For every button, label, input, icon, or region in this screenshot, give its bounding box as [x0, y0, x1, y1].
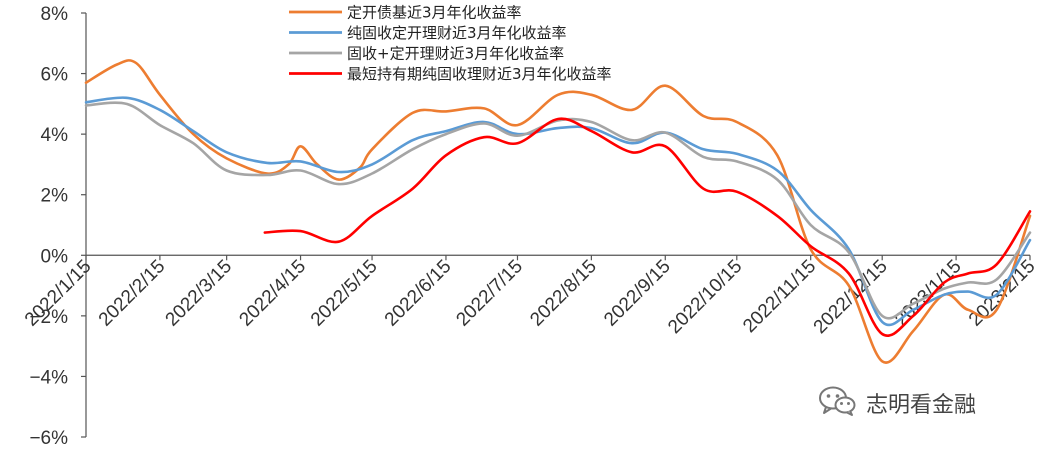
y-tick-label: 0%: [41, 246, 69, 267]
x-tick-label: 2022/8/15: [526, 256, 601, 331]
legend-label: 固收+定开理财近3月年化收益率: [347, 45, 564, 63]
y-tick-label: −4%: [29, 367, 68, 388]
series-line-3: [84, 101, 1032, 320]
x-tick-label: 2022/5/15: [307, 256, 382, 331]
watermark-text: 志明看金融: [866, 393, 977, 418]
wechat-icon: [818, 385, 858, 421]
legend-label: 定开债基近3月年化收益率: [347, 4, 522, 22]
series-line-4: [263, 117, 1032, 337]
x-tick-label: 2022/10/15: [664, 256, 746, 338]
legend-label: 最短持有期纯固收理财近3月年化收益率: [347, 65, 612, 83]
x-tick-label: 2022/7/15: [452, 256, 527, 331]
legend-label: 纯固收定开理财近3月年化收益率: [347, 24, 567, 42]
x-tick-label: 2022/11/15: [739, 256, 820, 337]
y-tick-label: 4%: [41, 125, 69, 146]
x-tick-label: 2022/3/15: [162, 256, 237, 331]
y-tick-label: 2%: [41, 186, 69, 207]
y-tick-label: −2%: [29, 307, 68, 328]
y-tick-label: 8%: [41, 4, 69, 25]
x-tick-label: 2022/9/15: [600, 256, 675, 331]
y-tick-label: −6%: [29, 428, 68, 449]
x-tick-label: 2022/2/15: [95, 256, 170, 331]
y-tick-label: 6%: [41, 65, 69, 86]
x-tick-label: 2022/4/15: [235, 256, 310, 331]
series-line-1: [84, 59, 1032, 364]
x-tick-label: 2022/12/15: [810, 256, 892, 338]
watermark: 志明看金融: [818, 383, 976, 423]
x-tick-label: 2022/6/15: [381, 256, 456, 331]
legend: 定开债基近3月年化收益率纯固收定开理财近3月年化收益率固收+定开理财近3月年化收…: [289, 4, 612, 83]
series-lines: [84, 59, 1032, 364]
